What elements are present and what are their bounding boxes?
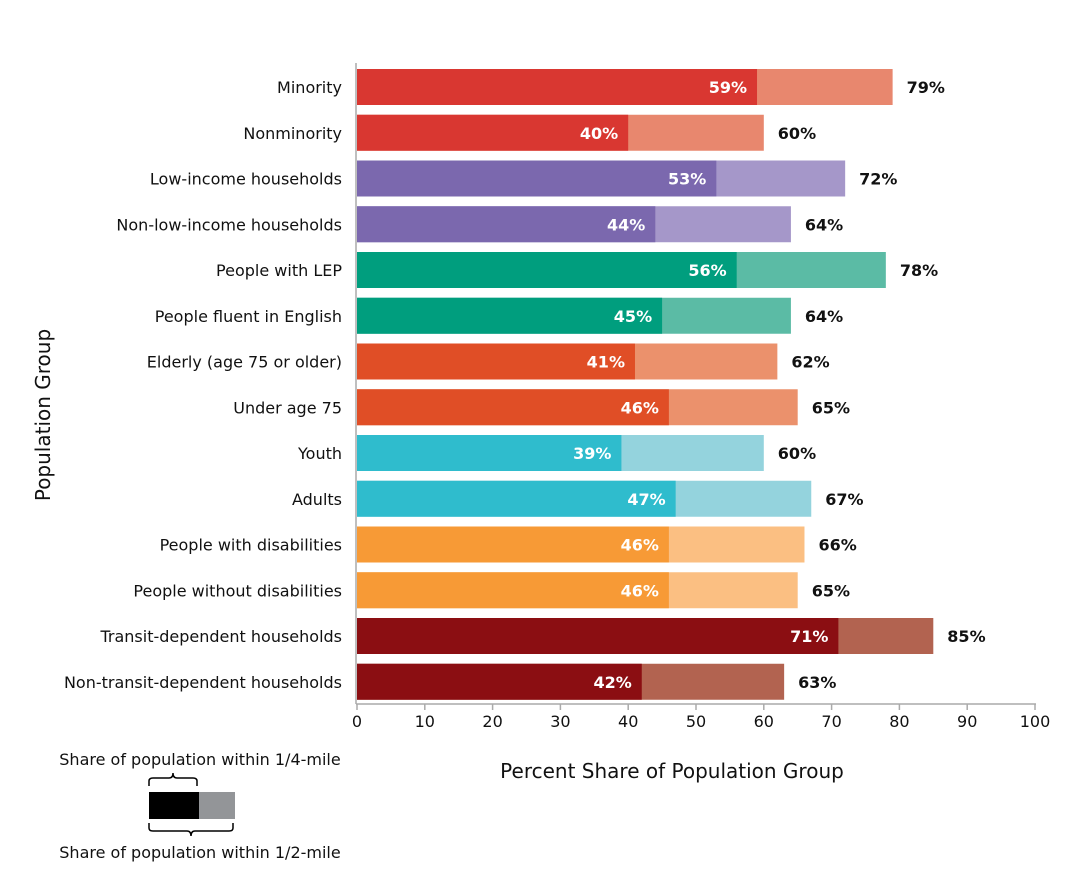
data-label-quarter-mile: 46% — [621, 581, 659, 600]
x-tick-label: 10 — [415, 712, 435, 731]
data-label-half-mile: 72% — [859, 170, 897, 189]
category-label: Adults — [292, 490, 342, 509]
data-label-half-mile: 60% — [778, 444, 816, 463]
category-label: Low-income households — [150, 170, 342, 189]
data-label-half-mile: 79% — [907, 78, 945, 97]
bar-quarter-mile — [357, 618, 839, 654]
data-label-half-mile: 62% — [791, 353, 829, 372]
bar-quarter-mile — [357, 114, 629, 151]
bar-row: Transit-dependent households 71% 85% — [99, 618, 986, 654]
legend-quarter-mile-label: Share of population within 1/4-mile — [59, 750, 340, 769]
data-label-quarter-mile: 47% — [627, 490, 665, 509]
category-label: Minority — [277, 78, 342, 97]
bar-row: Adults 47% 67% — [292, 480, 864, 517]
data-label-quarter-mile: 40% — [580, 124, 618, 143]
category-label: Transit-dependent households — [99, 627, 342, 646]
bar-row: Nonminority 40% 60% — [243, 114, 816, 151]
data-label-half-mile: 85% — [947, 627, 985, 646]
data-label-quarter-mile: 42% — [593, 673, 631, 692]
bar-row: Youth 39% 60% — [297, 435, 816, 471]
bar-quarter-mile — [357, 435, 622, 471]
data-label-quarter-mile: 41% — [587, 353, 625, 372]
bar-quarter-mile — [357, 252, 737, 288]
category-label: Non-transit-dependent households — [64, 673, 342, 692]
legend-half-brace — [148, 823, 234, 837]
x-axis-label: Percent Share of Population Group — [500, 759, 844, 783]
data-label-quarter-mile: 59% — [709, 78, 747, 97]
bar-quarter-mile — [357, 663, 642, 700]
category-label: Elderly (age 75 or older) — [147, 353, 342, 372]
data-label-quarter-mile: 53% — [668, 170, 706, 189]
data-label-quarter-mile: 45% — [614, 307, 652, 326]
bar-row: Non-low-income households 44% 64% — [116, 206, 843, 243]
bar-quarter-mile — [357, 343, 635, 380]
category-label: People with disabilities — [160, 536, 342, 555]
x-tick-label: 0 — [352, 712, 362, 731]
x-tick-label: 100 — [1020, 712, 1051, 731]
category-label: Youth — [297, 444, 342, 463]
data-label-half-mile: 65% — [812, 581, 850, 600]
x-tick-label: 90 — [957, 712, 977, 731]
data-label-quarter-mile: 39% — [573, 444, 611, 463]
bar-row: Minority 59% 79% — [277, 69, 945, 105]
data-label-half-mile: 67% — [825, 490, 863, 509]
legend-quarter-swatch — [149, 792, 199, 819]
category-label: People without disabilities — [133, 581, 342, 600]
data-label-half-mile: 66% — [818, 536, 856, 555]
data-label-half-mile: 63% — [798, 673, 836, 692]
x-tick-label: 30 — [550, 712, 570, 731]
data-label-quarter-mile: 71% — [790, 627, 828, 646]
category-label: People with LEP — [216, 261, 342, 280]
data-label-half-mile: 64% — [805, 215, 843, 234]
data-label-quarter-mile: 56% — [688, 261, 726, 280]
bar-quarter-mile — [357, 297, 663, 334]
bar-quarter-mile — [357, 526, 669, 563]
legend-half-mile-label: Share of population within 1/2-mile — [59, 843, 340, 862]
bar-row: People without disabilities 46% 65% — [133, 572, 850, 609]
bar-quarter-mile — [357, 389, 669, 426]
bar-row: Elderly (age 75 or older) 41% 62% — [147, 343, 830, 380]
legend-quarter-brace — [148, 772, 198, 786]
data-label-half-mile: 64% — [805, 307, 843, 326]
data-label-quarter-mile: 46% — [621, 398, 659, 417]
bar-quarter-mile — [357, 480, 676, 517]
x-tick-label: 40 — [618, 712, 638, 731]
data-label-half-mile: 65% — [812, 398, 850, 417]
data-label-quarter-mile: 44% — [607, 215, 645, 234]
bar-quarter-mile — [357, 206, 656, 243]
category-label: Nonminority — [243, 124, 342, 143]
bar-row: People with LEP 56% 78% — [216, 252, 938, 288]
category-label: Non-low-income households — [116, 215, 342, 234]
bar-row: Under age 75 46% 65% — [233, 389, 850, 426]
y-axis-label: Population Group — [31, 329, 55, 501]
data-label-half-mile: 60% — [778, 124, 816, 143]
x-tick-label: 60 — [754, 712, 774, 731]
x-tick-label: 50 — [686, 712, 706, 731]
bar-row: Non-transit-dependent households 42% 63% — [64, 663, 836, 700]
category-label: Under age 75 — [233, 398, 342, 417]
category-label: People fluent in English — [155, 307, 342, 326]
data-label-quarter-mile: 46% — [621, 536, 659, 555]
data-label-half-mile: 78% — [900, 261, 938, 280]
bar-quarter-mile — [357, 69, 758, 105]
bar-quarter-mile — [357, 160, 717, 197]
legend-half-swatch — [199, 792, 235, 819]
bar-quarter-mile — [357, 572, 669, 609]
x-tick-label: 70 — [821, 712, 841, 731]
bar-row: Low-income households 53% 72% — [150, 160, 897, 197]
bar-row: People with disabilities 46% 66% — [160, 526, 857, 563]
bar-row: People fluent in English 45% 64% — [155, 297, 843, 334]
x-tick-label: 20 — [482, 712, 502, 731]
x-tick-label: 80 — [889, 712, 909, 731]
legend: Share of population within 1/4-mile Shar… — [59, 750, 340, 862]
